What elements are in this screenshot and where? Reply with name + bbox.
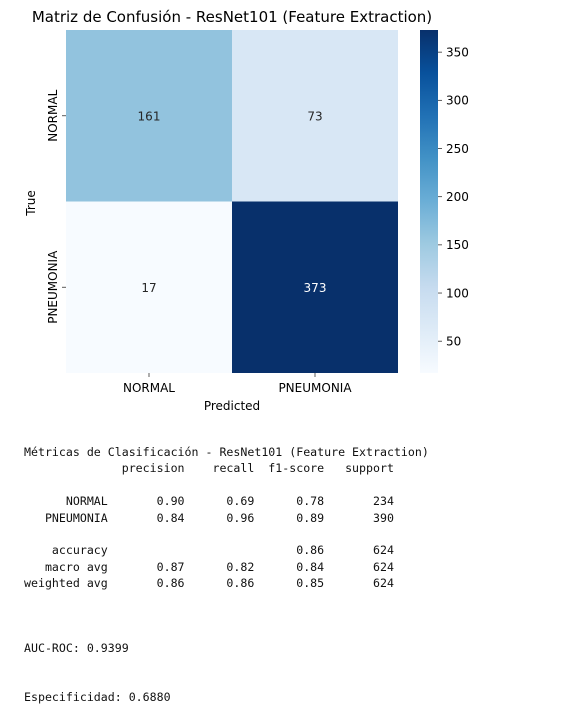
colorbar-tick-label: 250 [446,142,469,156]
colorbar-tick-label: 100 [446,286,469,300]
colorbar-gradient [420,30,438,373]
auc-roc-line: AUC-ROC: 0.9399 [24,640,129,655]
x-tick-label: NORMAL [123,381,175,395]
report-line: weighted avg 0.86 0.86 0.85 624 [24,576,394,591]
heatmap-cell [66,30,232,202]
classification-report: Métricas de Clasificación - ResNet101 (F… [24,444,429,592]
colorbar-tick-label: 50 [446,335,461,349]
cell-value-label: 373 [304,281,327,295]
colorbar-tick-label: 300 [446,94,469,108]
report-line: macro avg 0.87 0.82 0.84 624 [24,559,394,574]
y-axis-label: True [24,190,38,217]
report-line: Métricas de Clasificación - ResNet101 (F… [24,445,429,459]
report-line: NORMAL 0.90 0.69 0.78 234 [24,494,394,509]
heatmap-cell [232,201,398,373]
colorbar: 50 100 150 200 250 300 350 [420,30,469,373]
colorbar-tick-label: 200 [446,190,469,204]
heatmap-cell [232,30,398,202]
colorbar-tick-label: 350 [446,45,469,59]
report-line [24,477,429,493]
x-tick-label: PNEUMONIA [278,381,352,395]
y-tick-label: PNEUMONIA [46,250,60,324]
report-line: precision recall f1-score support [24,461,394,476]
specificity-line: Especificidad: 0.6880 [24,690,171,705]
confusion-matrix-figure: Matriz de Confusión - ResNet101 (Feature… [24,8,469,413]
colorbar-tick-label: 150 [446,238,469,252]
report-line: PNEUMONIA 0.84 0.96 0.89 390 [24,510,394,525]
report-line [24,526,429,542]
colorbar-ticks: 50 100 150 200 250 300 350 [438,45,469,349]
chart-title: Matriz de Confusión - ResNet101 (Feature… [32,8,432,26]
heatmap-cell [66,201,232,373]
y-tick-label: NORMAL [46,89,60,141]
x-axis-label: Predicted [204,399,260,413]
x-axis-ticks: NORMAL PNEUMONIA [123,373,352,395]
cell-value-label: 73 [307,109,322,123]
report-line: accuracy 0.86 624 [24,543,394,558]
heatmap-cells: 161 73 17 373 [66,30,398,373]
extra-metrics: AUC-ROC: 0.9399 Especificidad: 0.6880 [24,607,171,722]
y-axis-ticks: NORMAL PNEUMONIA [46,89,66,324]
cell-value-label: 161 [138,109,161,123]
cell-value-label: 17 [141,281,156,295]
